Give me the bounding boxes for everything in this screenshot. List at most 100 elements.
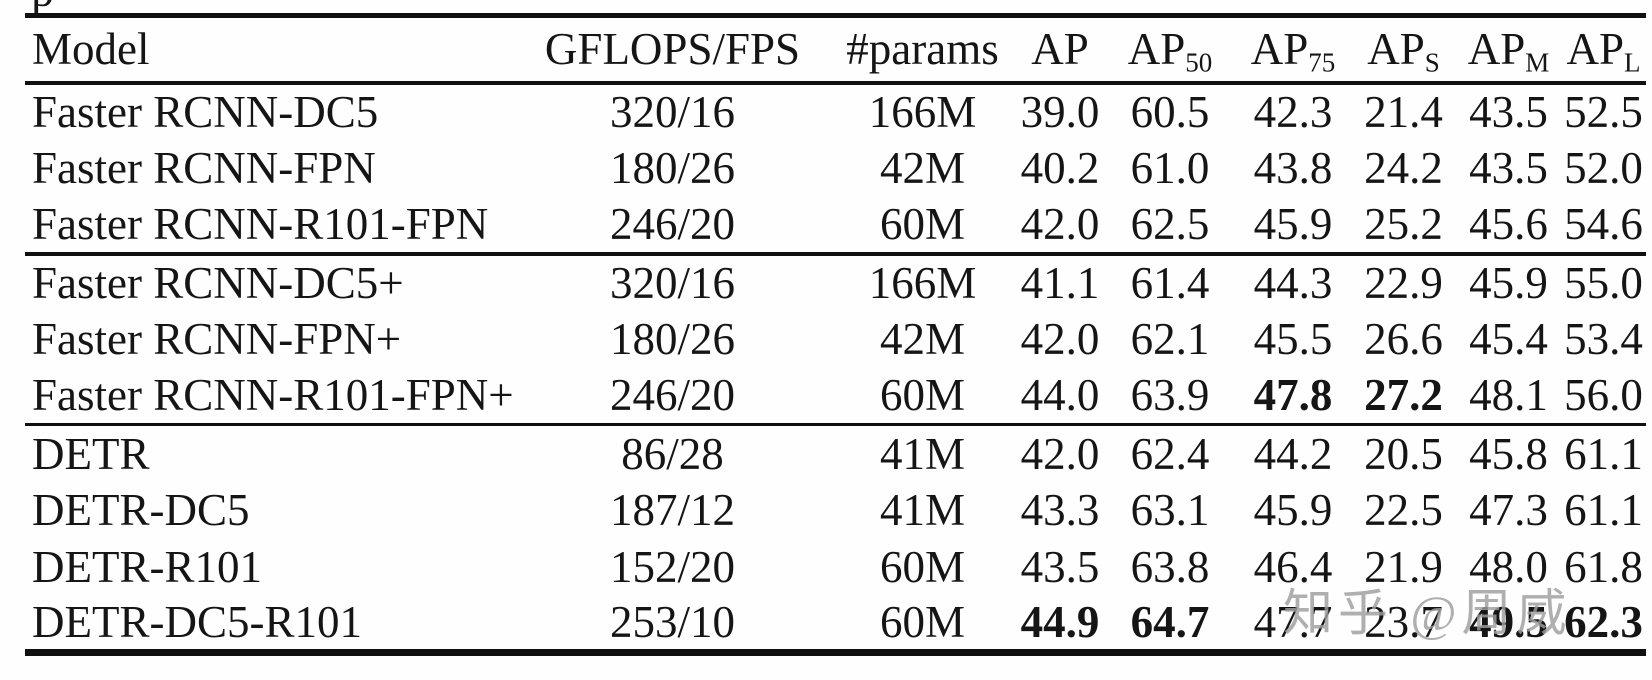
value-cell: 44.0	[1020, 370, 1100, 421]
col-header-subscript: S	[1424, 47, 1440, 78]
table-row: DETR-R101 152/20 60M 43.5 63.8 46.4 21.9 48.0 61…	[25, 539, 1646, 596]
table-header: Model GFLOPS/FPS #params AP AP50 AP75 APS APM AP…	[25, 16, 1646, 83]
model-cell: Faster RCNN-DC5+	[32, 258, 404, 308]
header-row: Model GFLOPS/FPS #params AP AP50 AP75 APS APM AP…	[25, 16, 1646, 83]
value-cell: 45.9	[1253, 199, 1333, 249]
value-cell: 53.4	[1564, 314, 1643, 364]
value-cell: 40.2	[1020, 143, 1100, 193]
value-cell: 47.8	[1253, 370, 1333, 421]
value-cell: 41M	[879, 485, 965, 535]
value-cell: 52.0	[1564, 143, 1643, 193]
value-cell: 63.8	[1130, 542, 1210, 592]
col-header-label: AP	[1250, 24, 1309, 75]
col-header-subscript: 50	[1185, 47, 1213, 78]
value-cell: 26.6	[1364, 314, 1443, 364]
value-cell: 60M	[879, 597, 965, 648]
value-cell: 180/26	[609, 314, 735, 364]
table-row: Faster RCNN-R101-FPN 246/20 60M 42.0 62.5 45.…	[25, 197, 1646, 254]
model-cell: DETR-DC5	[32, 485, 250, 535]
value-cell: 45.9	[1253, 485, 1333, 535]
value-cell: 152/20	[609, 542, 735, 592]
value-cell: 61.4	[1130, 258, 1210, 308]
model-cell: DETR-R101	[32, 542, 262, 592]
value-cell: 46.4	[1253, 542, 1333, 592]
value-cell: 43.5	[1469, 143, 1548, 193]
col-header-subscript: L	[1624, 47, 1641, 78]
col-header-subscript: M	[1525, 47, 1550, 78]
value-cell: 44.3	[1253, 258, 1333, 308]
value-cell: 61.1	[1564, 485, 1643, 535]
value-cell: 86/28	[621, 428, 724, 479]
value-cell: 56.0	[1564, 370, 1643, 421]
value-cell: 60M	[879, 370, 965, 421]
value-cell: 166M	[868, 87, 977, 137]
value-cell: 22.9	[1364, 258, 1443, 308]
value-cell: 63.9	[1130, 370, 1210, 421]
row-group-3: DETR 86/28 41M 42.0 62.4 44.2 20.5 45.8 61.1 DETR…	[25, 424, 1646, 653]
col-header-gflops: GFLOPS/FPS	[515, 16, 830, 83]
col-header-label: AP	[1566, 24, 1625, 75]
value-cell: 42.0	[1020, 199, 1100, 249]
value-cell: 60M	[879, 199, 965, 249]
value-cell: 61.0	[1130, 143, 1210, 193]
value-cell: 64.7	[1130, 597, 1210, 648]
col-header-params: #params	[830, 16, 1015, 83]
table-row: Faster RCNN-DC5+ 320/16 166M 41.1 61.4 44.3 22…	[25, 254, 1646, 311]
model-cell: DETR-DC5-R101	[32, 597, 362, 648]
col-header-ap75: AP75	[1235, 16, 1351, 83]
value-cell: 24.2	[1364, 143, 1443, 193]
col-header-aps: APS	[1351, 16, 1456, 83]
model-cell: DETR	[32, 428, 150, 479]
row-group-1: Faster RCNN-DC5 320/16 166M 39.0 60.5 42.3 21.…	[25, 83, 1646, 254]
cropped-caption-glyph: p	[31, 0, 54, 17]
value-cell: 42M	[879, 314, 965, 364]
col-header-ap: AP	[1015, 16, 1105, 83]
zhihu-watermark: 知乎 @周威	[1283, 585, 1572, 641]
value-cell: 48.0	[1469, 542, 1548, 592]
value-cell: 246/20	[609, 370, 735, 421]
value-cell: 55.0	[1564, 258, 1643, 308]
value-cell: 62.3	[1564, 597, 1643, 648]
value-cell: 187/12	[609, 485, 735, 535]
value-cell: 42.0	[1020, 428, 1100, 479]
value-cell: 253/10	[609, 597, 735, 648]
col-header-apm: APM	[1456, 16, 1561, 83]
value-cell: 62.1	[1130, 314, 1210, 364]
value-cell: 44.9	[1020, 597, 1100, 648]
value-cell: 23.7	[1364, 597, 1443, 648]
col-header-label: AP	[1467, 24, 1526, 75]
value-cell: 48.1	[1469, 370, 1548, 421]
value-cell: 45.6	[1469, 199, 1548, 249]
value-cell: 44.2	[1253, 428, 1333, 479]
value-cell: 42.3	[1253, 87, 1333, 137]
value-cell: 39.0	[1020, 87, 1100, 137]
value-cell: 42.0	[1020, 314, 1100, 364]
value-cell: 45.9	[1469, 258, 1548, 308]
model-cell: Faster RCNN-DC5	[32, 87, 379, 137]
row-group-2: Faster RCNN-DC5+ 320/16 166M 41.1 61.4 44.3 22…	[25, 253, 1646, 425]
col-header-label: AP	[1367, 24, 1425, 75]
value-cell: 61.1	[1564, 428, 1643, 479]
value-cell: 47.7	[1253, 597, 1333, 648]
value-cell: 25.2	[1364, 199, 1443, 249]
col-header-label: AP	[1127, 24, 1186, 75]
table-row: Faster RCNN-DC5 320/16 166M 39.0 60.5 42.3 21.…	[25, 83, 1646, 140]
value-cell: 43.3	[1020, 485, 1100, 535]
table-row: DETR-DC5-R101 253/10 60M 44.9 64.7 47.7 23.7 49…	[25, 596, 1646, 653]
model-cell: Faster RCNN-R101-FPN	[32, 199, 489, 249]
value-cell: 60.5	[1130, 87, 1210, 137]
value-cell: 43.8	[1253, 143, 1333, 193]
col-header-label: AP	[1031, 24, 1089, 75]
value-cell: 27.2	[1364, 370, 1443, 421]
table-row: Faster RCNN-FPN 180/26 42M 40.2 61.0 43.8 24.2…	[25, 140, 1646, 197]
value-cell: 54.6	[1564, 199, 1643, 249]
value-cell: 43.5	[1469, 87, 1548, 137]
value-cell: 41M	[879, 428, 965, 479]
value-cell: 20.5	[1364, 428, 1443, 479]
results-table: Model GFLOPS/FPS #params AP AP50 AP75 APS APM AP…	[25, 13, 1646, 656]
value-cell: 42M	[879, 143, 965, 193]
col-header-ap50: AP50	[1105, 16, 1235, 83]
value-cell: 49.5	[1469, 597, 1548, 648]
value-cell: 45.8	[1469, 428, 1548, 479]
